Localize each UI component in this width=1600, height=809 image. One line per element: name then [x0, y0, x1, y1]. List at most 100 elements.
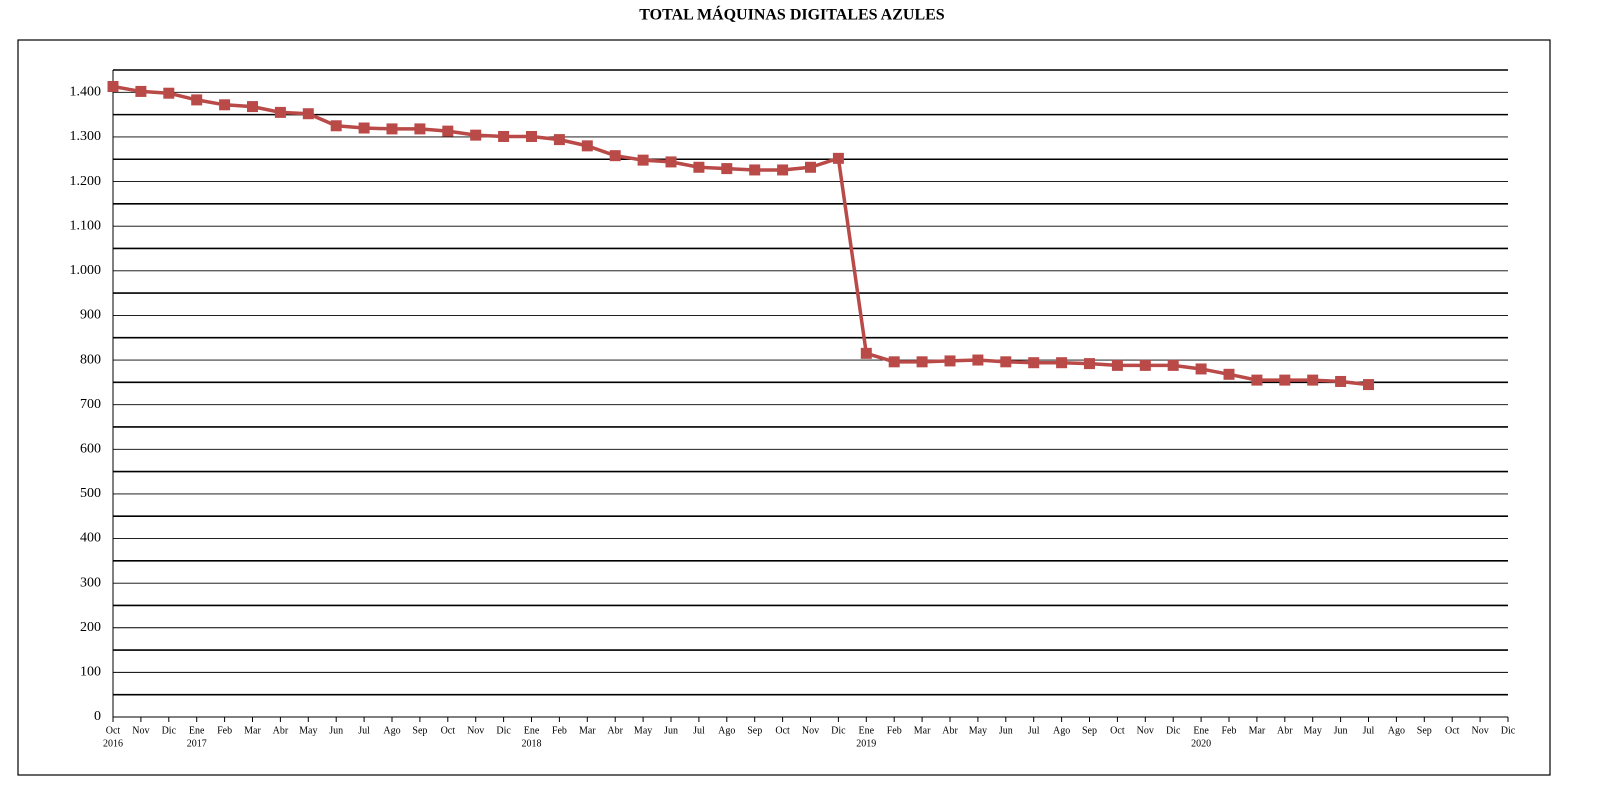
x-tick-label: Ago [718, 725, 735, 736]
y-tick-label: 1.000 [70, 263, 102, 278]
y-tick-label: 600 [80, 441, 101, 456]
y-tick-label: 700 [80, 397, 101, 412]
y-tick-label: 300 [80, 575, 101, 590]
x-tick-label: Nov [467, 725, 484, 736]
point-marker [442, 125, 454, 137]
x-tick-label: Oct [441, 725, 456, 736]
x-tick-label: Ago [1388, 725, 1405, 736]
x-tick-label: Jul [693, 725, 705, 736]
point-marker [972, 354, 984, 366]
point-marker [1335, 375, 1347, 387]
x-tick-label: Feb [887, 725, 902, 736]
point-marker [916, 356, 928, 368]
y-tick-label: 1.300 [70, 129, 102, 144]
point-marker [777, 164, 789, 176]
point-marker [860, 347, 872, 359]
chart-frame [17, 39, 1551, 776]
point-marker [1139, 359, 1151, 371]
x-tick-label: Feb [217, 725, 232, 736]
y-tick-label: 1.400 [70, 85, 102, 100]
x-year-label: 2016 [103, 738, 123, 749]
point-marker [219, 99, 231, 111]
y-tick-label: 200 [80, 620, 101, 635]
point-marker [386, 123, 398, 135]
y-tick-label: 100 [80, 665, 101, 680]
point-marker [1251, 374, 1263, 386]
point-marker [888, 356, 900, 368]
y-tick-label: 1.100 [70, 218, 102, 233]
point-marker [1084, 358, 1095, 370]
point-marker [693, 161, 705, 173]
y-tick-label: 900 [80, 308, 101, 323]
x-tick-label: Dic [496, 725, 511, 736]
x-tick-label: May [1304, 725, 1322, 736]
x-tick-label: Dic [1166, 725, 1181, 736]
x-tick-label: Nov [1137, 725, 1154, 736]
point-marker [1167, 359, 1179, 371]
x-tick-label: Jun [329, 725, 343, 736]
x-tick-label: May [634, 725, 652, 736]
point-marker [581, 140, 593, 152]
x-tick-label: Sep [1417, 725, 1432, 736]
x-tick-label: Abr [1277, 725, 1293, 736]
y-tick-label: 400 [80, 531, 101, 546]
y-tick-label: 0 [94, 709, 101, 724]
x-tick-label: Dic [162, 725, 177, 736]
point-marker [1279, 374, 1291, 386]
x-tick-label: Ene [524, 725, 540, 736]
point-marker [135, 85, 147, 97]
x-tick-label: Sep [412, 725, 427, 736]
x-tick-label: May [969, 725, 987, 736]
point-marker [832, 152, 844, 164]
point-marker [1028, 357, 1040, 369]
x-tick-label: Oct [1110, 725, 1125, 736]
x-tick-label: Nov [802, 725, 819, 736]
x-tick-label: Jun [999, 725, 1013, 736]
x-tick-label: Oct [775, 725, 790, 736]
x-tick-label: Sep [747, 725, 762, 736]
point-marker [609, 150, 621, 162]
point-marker [470, 129, 482, 141]
point-marker [944, 355, 956, 367]
point-marker [107, 81, 119, 93]
x-tick-label: Feb [552, 725, 567, 736]
x-tick-label: Mar [914, 725, 931, 736]
x-tick-label: Dic [1501, 725, 1516, 736]
point-marker [414, 123, 426, 135]
x-tick-label: Mar [579, 725, 596, 736]
point-marker [358, 122, 370, 134]
x-tick-label: Jul [1028, 725, 1040, 736]
point-marker [553, 134, 565, 146]
x-tick-label: Mar [1249, 725, 1266, 736]
x-year-label: 2019 [856, 738, 876, 749]
x-tick-label: Dic [831, 725, 846, 736]
point-marker [302, 108, 314, 120]
point-marker [526, 130, 537, 142]
x-tick-label: Abr [273, 725, 289, 736]
x-tick-label: Jul [1363, 725, 1375, 736]
point-marker [163, 87, 175, 99]
y-tick-label: 800 [80, 352, 101, 367]
point-marker [721, 163, 733, 175]
point-marker [637, 154, 649, 166]
x-tick-label: Oct [106, 725, 121, 736]
x-tick-label: Ago [1053, 725, 1070, 736]
point-marker [805, 161, 816, 173]
x-tick-label: Oct [1445, 725, 1460, 736]
point-marker [1000, 356, 1012, 368]
point-marker [247, 101, 258, 113]
point-marker [665, 156, 677, 168]
point-marker [274, 106, 286, 118]
x-year-label: 2018 [522, 738, 542, 749]
point-marker [1363, 379, 1374, 391]
x-tick-label: Ene [1193, 725, 1209, 736]
point-marker [1111, 359, 1123, 371]
x-tick-label: Nov [1471, 725, 1488, 736]
series-line [112, 84, 1369, 387]
y-tick-label: 500 [80, 486, 101, 501]
x-year-label: 2017 [187, 738, 207, 749]
x-tick-label: Abr [607, 725, 623, 736]
point-marker [749, 164, 761, 176]
chart-title: TOTAL MÁQUINAS DIGITALES AZULES [639, 5, 945, 24]
x-tick-label: Ene [859, 725, 875, 736]
